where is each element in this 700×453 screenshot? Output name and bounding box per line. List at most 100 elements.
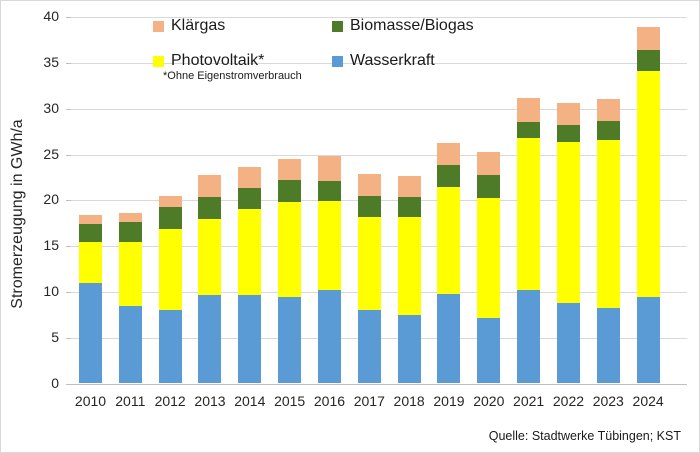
bar-segment-biomasse-biogas: [118, 222, 142, 243]
x-tick-label: 2011: [115, 393, 146, 409]
bar-segment-wasserkraft: [636, 297, 660, 384]
y-axis-tick: [66, 383, 71, 385]
x-tick-label: 2023: [592, 393, 624, 409]
bar-segment-biomasse-biogas: [158, 206, 182, 229]
bar-segment-kl-rgas: [118, 213, 142, 223]
bar-segment-wasserkraft: [517, 290, 541, 384]
bar-segment-biomasse-biogas: [437, 164, 461, 187]
y-axis-tick: [66, 62, 71, 64]
bar-segment-photovoltaik-: [198, 218, 222, 295]
bar-segment-biomasse-biogas: [596, 120, 620, 140]
bar-segment-photovoltaik-: [437, 186, 461, 294]
x-tick-label: 2019: [433, 393, 465, 409]
bar-segment-photovoltaik-: [79, 242, 102, 283]
bar-segment-wasserkraft: [397, 314, 421, 384]
legend-item-biomasse-biogas: Biomasse/Biogas: [332, 17, 474, 35]
x-tick-label: 2024: [632, 393, 664, 409]
x-tick-label: 2017: [353, 393, 385, 409]
bar-segment-kl-rgas: [596, 98, 620, 121]
bar-segment-kl-rgas: [278, 159, 302, 181]
y-axis-tick: [66, 246, 71, 248]
source-note: Quelle: Stadtwerke Tübingen; KST: [488, 429, 681, 443]
x-tick-label: 2013: [194, 393, 226, 409]
photovoltaik-swatch-icon: [153, 55, 164, 67]
bar-segment-kl-rgas: [198, 174, 222, 197]
bar-segment-biomasse-biogas: [79, 224, 102, 243]
gridline: [71, 154, 687, 156]
y-axis-tick: [66, 337, 71, 339]
bar-segment-wasserkraft: [118, 305, 142, 384]
y-axis-tick: [66, 17, 71, 19]
y-tick-label: 35: [43, 53, 59, 70]
bar-segment-wasserkraft: [198, 294, 222, 384]
bar-segment-photovoltaik-: [357, 216, 381, 311]
bar-segment-wasserkraft: [79, 282, 102, 384]
bar-segment-biomasse-biogas: [397, 196, 421, 217]
bar-segment-photovoltaik-: [397, 216, 421, 315]
bar-segment-wasserkraft: [596, 308, 620, 384]
bar-segment-kl-rgas: [517, 97, 541, 122]
y-axis-tick: [66, 108, 71, 110]
bar-segment-wasserkraft: [437, 293, 461, 384]
legend-footnote: *Ohne Eigenstromverbrauch: [163, 70, 302, 82]
y-axis-tick: [66, 200, 71, 202]
bar-segment-biomasse-biogas: [357, 195, 381, 217]
biomasse-swatch-icon: [332, 20, 343, 32]
y-tick-label: 40: [43, 8, 59, 25]
bar-segment-kl-rgas: [556, 103, 580, 126]
bar-segment-kl-rgas: [79, 214, 102, 225]
bar-segment-wasserkraft: [477, 318, 501, 384]
x-tick-label: 2018: [393, 393, 425, 409]
gridline: [71, 383, 687, 385]
x-tick-label: 2014: [234, 393, 266, 409]
legend-item-klaergas: Klärgas: [153, 17, 225, 35]
bar-segment-biomasse-biogas: [317, 181, 341, 202]
bar-segment-photovoltaik-: [636, 71, 660, 298]
x-tick-label: 2021: [513, 393, 545, 409]
bar-segment-kl-rgas: [636, 27, 660, 51]
bar-segment-photovoltaik-: [596, 139, 620, 309]
gridline: [71, 62, 687, 64]
bar-segment-kl-rgas: [357, 173, 381, 196]
bar-segment-wasserkraft: [238, 294, 262, 384]
y-tick-label: 25: [43, 145, 59, 162]
bar-segment-biomasse-biogas: [477, 174, 501, 198]
bar-segment-photovoltaik-: [317, 201, 341, 291]
y-tick-label: 5: [51, 328, 59, 345]
bar-segment-photovoltaik-: [238, 208, 262, 295]
x-tick-label: 2016: [313, 393, 346, 409]
y-tick-label: 30: [43, 99, 59, 116]
bar-segment-kl-rgas: [437, 142, 461, 165]
gridline: [71, 108, 687, 110]
bar-segment-photovoltaik-: [158, 228, 182, 311]
y-tick-label: 15: [43, 237, 59, 254]
bar-segment-kl-rgas: [477, 151, 501, 175]
x-tick-label: 2022: [552, 393, 585, 409]
legend-label: Wasserkraft: [350, 52, 435, 69]
bar-segment-photovoltaik-: [556, 141, 580, 303]
bar-segment-biomasse-biogas: [636, 50, 660, 72]
gridline: [71, 17, 687, 19]
bar-segment-wasserkraft: [317, 290, 341, 384]
bar-segment-wasserkraft: [556, 302, 580, 384]
x-tick-label: 2015: [274, 393, 306, 409]
y-tick-label: 10: [43, 282, 59, 299]
bar-segment-biomasse-biogas: [517, 121, 541, 138]
y-axis-tick: [66, 291, 71, 293]
bar-segment-biomasse-biogas: [278, 180, 302, 203]
bar-segment-kl-rgas: [238, 167, 262, 189]
bar-segment-kl-rgas: [317, 156, 341, 182]
bar-segment-photovoltaik-: [517, 138, 541, 291]
bar-segment-biomasse-biogas: [198, 196, 222, 219]
legend-label: Klärgas: [171, 17, 226, 34]
bar-segment-photovoltaik-: [278, 202, 302, 298]
legend-label: Photovoltaik*: [171, 52, 265, 69]
x-tick-label: 2012: [154, 393, 186, 409]
y-tick-label: 20: [43, 191, 59, 208]
bar-segment-biomasse-biogas: [556, 125, 580, 142]
bar-segment-kl-rgas: [158, 195, 182, 207]
wasserkraft-swatch-icon: [332, 55, 343, 67]
klaergas-swatch-icon: [153, 20, 164, 32]
bar-segment-wasserkraft: [158, 310, 182, 384]
